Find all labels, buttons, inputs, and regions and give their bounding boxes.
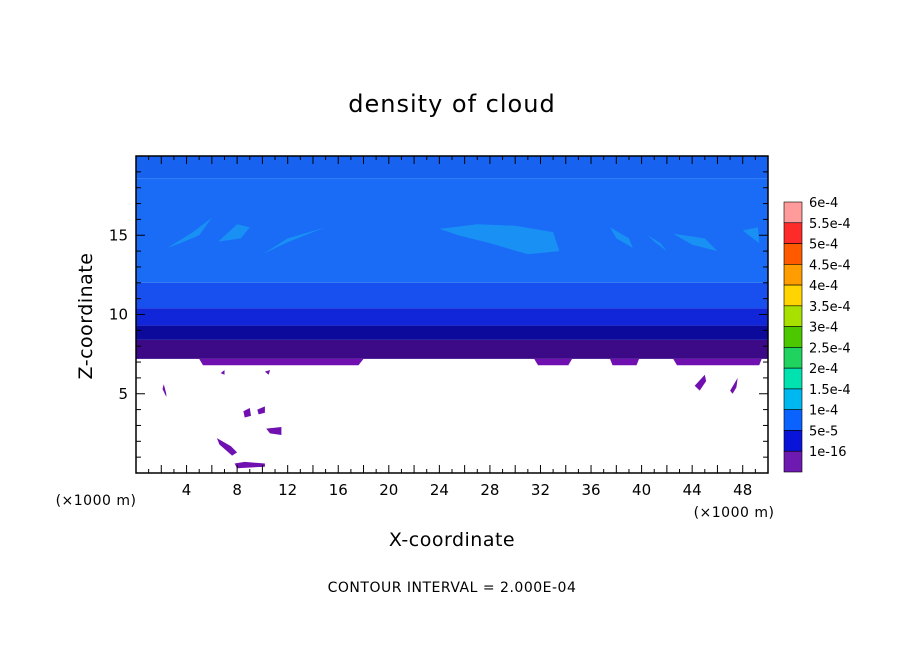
colorbar-label: 3e-4 xyxy=(809,321,838,336)
contour-region-4 xyxy=(610,227,633,248)
y-tick-label: 15 xyxy=(109,226,128,244)
colorbar-label: 2e-4 xyxy=(809,362,838,377)
x-tick-label: 36 xyxy=(581,481,600,499)
colorbar-swatch xyxy=(783,284,803,307)
x-unit-left: (×1000 m) xyxy=(56,493,137,509)
y-axis: 5 10 15 xyxy=(109,171,768,458)
colorbar-swatch xyxy=(783,243,803,265)
y-tick-label: 10 xyxy=(109,306,128,324)
x-tick-label: 8 xyxy=(232,481,242,499)
contour-region-21 xyxy=(264,370,270,375)
contour-region-14 xyxy=(257,406,265,415)
contour-region-5 xyxy=(647,235,667,252)
density-band-2 xyxy=(136,308,768,326)
density-band-0 xyxy=(136,339,768,359)
colorbar-swatch xyxy=(783,264,803,286)
colorbar-label: 1.5e-4 xyxy=(809,383,851,398)
colorbar-swatch xyxy=(783,201,803,224)
x-tick-label: 4 xyxy=(182,481,192,499)
density-band-3 xyxy=(136,282,768,309)
x-tick-label: 20 xyxy=(379,481,398,499)
colorbar-label: 1e-16 xyxy=(809,445,847,460)
plot-area xyxy=(135,155,769,474)
colorbar-swatch xyxy=(783,367,803,390)
contour-region-18 xyxy=(694,374,707,391)
contour-region-1 xyxy=(218,224,250,242)
x-tick-label: 12 xyxy=(278,481,297,499)
colorbar-swatch xyxy=(783,347,803,369)
x-tick-label: 44 xyxy=(683,481,702,499)
x-axis-label: X-coordinate xyxy=(389,529,515,551)
contour-region-3 xyxy=(439,224,560,255)
colorbar-swatch xyxy=(783,305,803,327)
contour-interval-footer: CONTOUR INTERVAL = 2.000E-04 xyxy=(328,580,577,596)
y-axis-label: Z-coordinate xyxy=(75,253,97,380)
colorbar: 6e-4 5.5e-4 5e-4 4.5e-4 4e-4 3.5e-4 3e-4 2.5e-4… xyxy=(783,196,851,473)
colorbar-label: 4e-4 xyxy=(809,279,838,294)
colorbar-swatch xyxy=(783,430,803,452)
contour-region-10 xyxy=(610,358,640,366)
contour-region-13 xyxy=(243,408,251,418)
x-tick-label: 16 xyxy=(329,481,348,499)
density-band-5 xyxy=(136,156,768,179)
x-tick-label: 48 xyxy=(733,481,752,499)
contour-region-12 xyxy=(162,384,167,397)
colorbar-swatch xyxy=(783,409,803,431)
x-tick-label: 40 xyxy=(632,481,651,499)
contour-region-9 xyxy=(534,358,573,366)
contour-region-11 xyxy=(673,358,762,366)
contour-region-19 xyxy=(730,377,738,394)
contour-region-17 xyxy=(234,461,265,469)
colorbar-label: 6e-4 xyxy=(809,196,838,211)
colorbar-label: 3.5e-4 xyxy=(809,300,851,315)
colorbar-swatch xyxy=(783,450,803,473)
colorbar-label: 5.5e-4 xyxy=(809,217,851,232)
contour-region-15 xyxy=(266,427,282,435)
colorbar-swatch xyxy=(783,388,803,410)
chart-title: density of cloud xyxy=(348,90,555,118)
x-axis: 4 8 12 16 20 24 28 32 36 40 44 48 xyxy=(148,156,756,499)
colorbar-label: 1e-4 xyxy=(809,404,838,419)
x-tick-label: 24 xyxy=(430,481,449,499)
contour-region-7 xyxy=(742,227,760,244)
colorbar-swatch xyxy=(783,326,803,348)
colorbar-label: 4.5e-4 xyxy=(809,258,851,273)
contour-region-20 xyxy=(220,370,225,375)
colorbar-label: 5e-4 xyxy=(809,238,838,253)
colorbar-swatch xyxy=(783,222,803,244)
density-band-1 xyxy=(136,325,768,340)
contour-region-8 xyxy=(199,358,364,366)
x-unit-right: (×1000 m) xyxy=(694,505,775,521)
colorbar-label: 2.5e-4 xyxy=(809,341,851,356)
x-tick-label: 28 xyxy=(480,481,499,499)
x-tick-label: 32 xyxy=(531,481,550,499)
y-tick-label: 5 xyxy=(118,385,128,403)
colorbar-label: 5e-5 xyxy=(809,424,838,439)
contour-region-16 xyxy=(216,438,238,456)
contour-region-6 xyxy=(673,233,718,252)
